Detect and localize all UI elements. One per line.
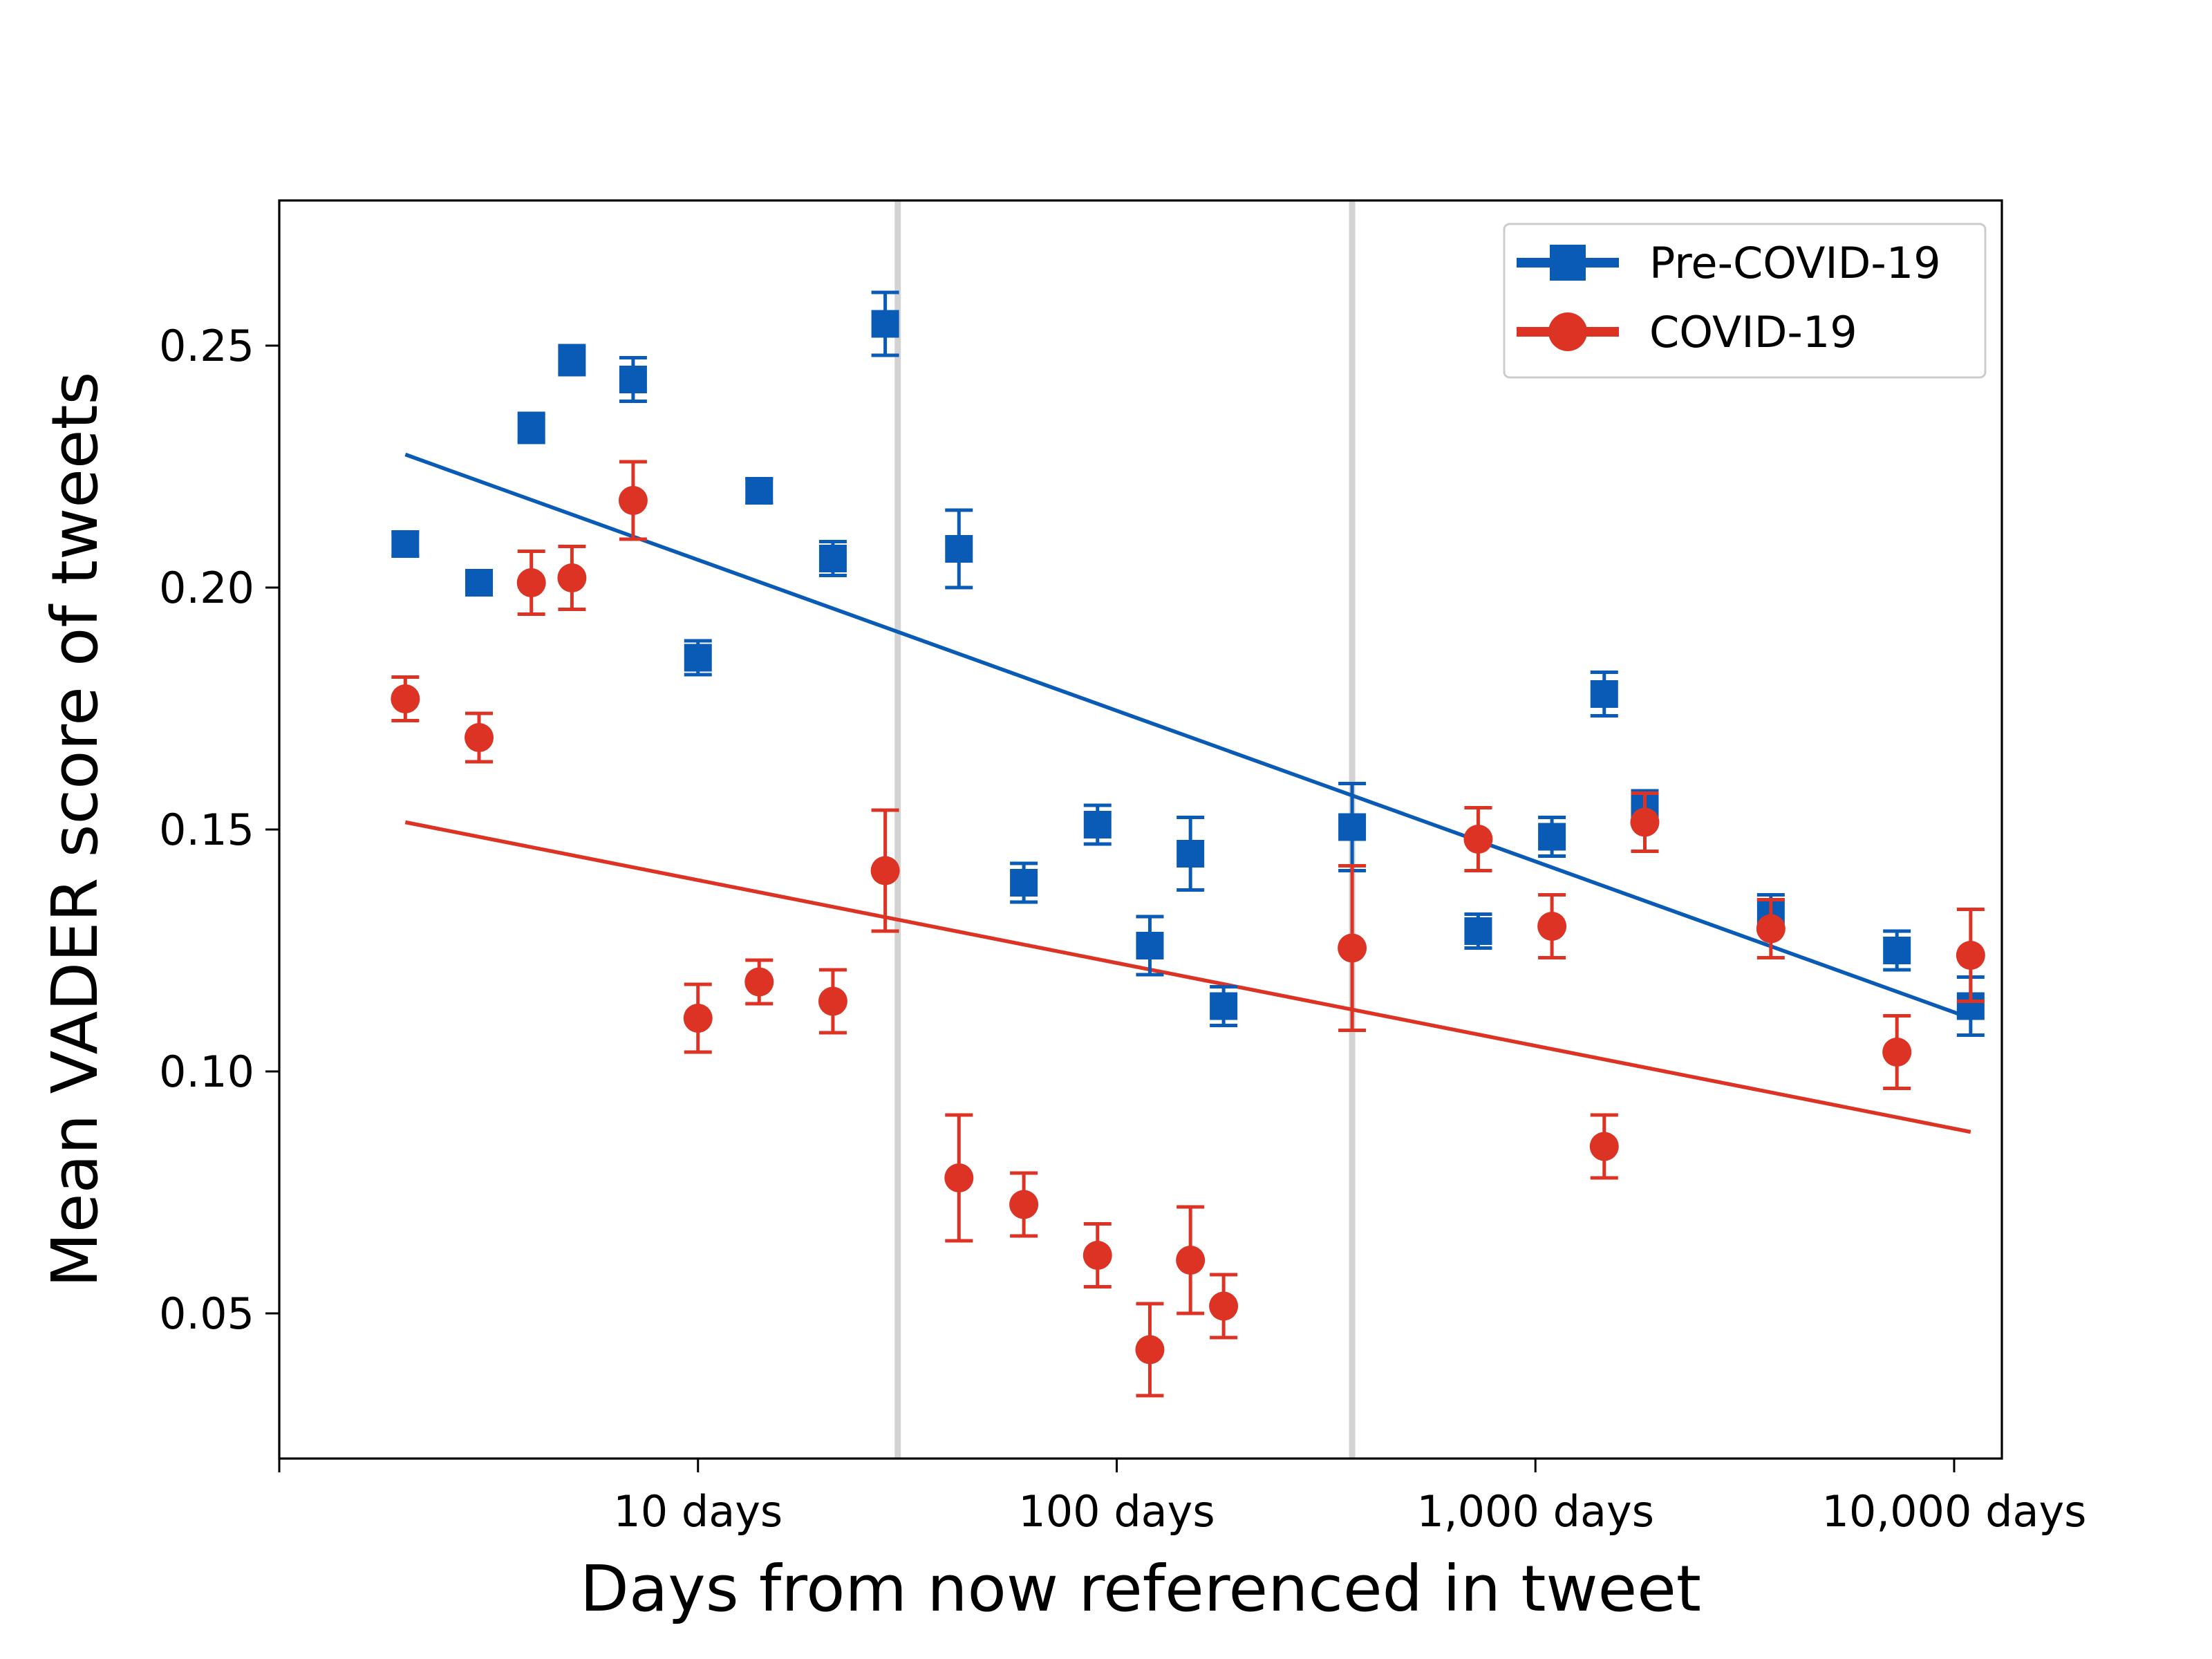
x-axis-title: Days from now referenced in tweet	[580, 1552, 1701, 1626]
data-point	[1537, 912, 1567, 941]
data-point	[1630, 807, 1660, 837]
data-point	[1135, 1335, 1165, 1365]
data-point	[1083, 811, 1112, 838]
series-layer	[391, 290, 1985, 1398]
data-point	[619, 366, 647, 393]
data-point	[818, 986, 847, 1016]
data-point	[1209, 1291, 1239, 1321]
data-point	[1882, 1038, 1912, 1067]
x-tick-label: 10,000 days	[1821, 1486, 2086, 1537]
y-axis-title: Mean VADER score of tweets	[38, 372, 112, 1288]
data-point	[1010, 869, 1038, 897]
y-tick-label: 0.10	[159, 1047, 254, 1097]
data-point	[391, 530, 420, 558]
data-point	[1210, 992, 1238, 1020]
data-point	[944, 1163, 974, 1192]
data-point	[1177, 840, 1205, 868]
y-tick-label: 0.20	[159, 563, 254, 613]
data-point	[465, 569, 494, 597]
data-point	[1590, 680, 1618, 708]
legend-item: COVID-19	[1517, 307, 1857, 357]
legend-swatch-marker	[1550, 245, 1586, 281]
x-tick-label: 1,000 days	[1416, 1486, 1654, 1537]
data-point	[1009, 1190, 1039, 1219]
x-tick-label: 100 days	[1018, 1486, 1215, 1537]
y-axis: 0.05 0.10 0.15 0.20 0.25	[159, 321, 279, 1339]
data-point	[818, 545, 847, 572]
data-point	[870, 856, 900, 885]
data-point	[1338, 933, 1367, 963]
data-point	[1589, 1132, 1619, 1161]
data-point	[516, 568, 546, 597]
trend-lines	[404, 452, 1971, 1134]
data-point	[465, 723, 494, 752]
legend-swatch-marker	[1548, 312, 1587, 351]
data-point	[618, 486, 648, 515]
trend-line	[404, 452, 1971, 1020]
data-point	[517, 414, 545, 442]
data-point	[1338, 813, 1367, 841]
data-point	[683, 1004, 713, 1033]
data-point	[1956, 941, 1985, 970]
data-point	[871, 310, 899, 338]
legend-label: COVID-19	[1649, 307, 1857, 357]
y-tick-label: 0.25	[159, 321, 254, 371]
data-point	[1883, 937, 1911, 964]
data-point	[557, 563, 587, 592]
legend-item: Pre-COVID-19	[1517, 238, 1941, 288]
trend-line	[404, 820, 1971, 1134]
y-tick-label: 0.05	[159, 1288, 254, 1339]
data-point	[684, 644, 712, 672]
data-point	[945, 535, 973, 563]
data-point	[1538, 823, 1566, 851]
data-point	[1082, 1241, 1112, 1270]
x-tick-label: 10 days	[613, 1486, 782, 1537]
data-point	[1463, 825, 1493, 854]
data-point	[558, 346, 586, 374]
legend: Pre-COVID-19 COVID-19	[1503, 223, 1987, 379]
data-point	[744, 967, 774, 997]
y-tick-label: 0.15	[159, 805, 254, 855]
x-axis: 10 days 100 days 1,000 days 10,000 days	[278, 1459, 2086, 1537]
data-point	[391, 684, 420, 713]
data-point	[1176, 1246, 1206, 1275]
data-point	[1136, 932, 1164, 959]
data-point	[1756, 914, 1785, 944]
data-point	[1464, 917, 1492, 945]
legend-box	[1503, 223, 1987, 379]
data-point	[745, 477, 774, 505]
legend-label: Pre-COVID-19	[1649, 238, 1941, 288]
series-group	[391, 460, 1985, 1398]
